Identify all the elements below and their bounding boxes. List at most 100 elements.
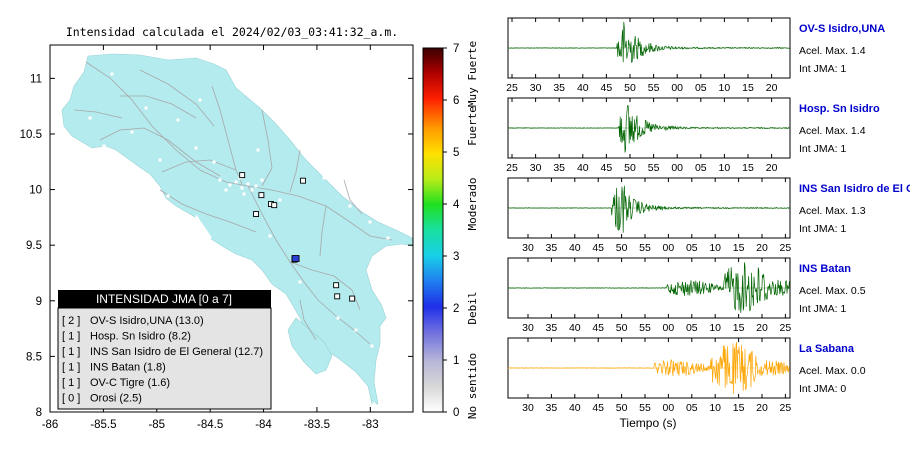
jma-intensity: Int JMA: 1	[799, 223, 846, 235]
station-name: INS San Isidro de El Ge	[799, 183, 910, 195]
time-tick-label: 55	[639, 242, 651, 254]
legend-level: [ 1 ]	[62, 377, 80, 389]
time-tick-label: 35	[553, 162, 565, 174]
road	[289, 149, 301, 193]
waveform-trace	[507, 21, 790, 64]
city-dot	[322, 176, 326, 180]
time-tick-label: 05	[695, 162, 707, 174]
legend-level: [ 2 ]	[62, 315, 80, 327]
station-name: Hosp. Sn Isidro	[799, 103, 880, 115]
time-axis-label: Tiempo (s)	[620, 416, 677, 430]
y-tick-label: 10.5	[20, 129, 42, 141]
intensity-legend: INTENSIDAD JMA [0 a 7] [ 2 ] OV-S Isidro,…	[57, 290, 272, 410]
time-tick-label: 15	[742, 162, 754, 174]
road	[99, 127, 221, 177]
time-tick-label: 20	[766, 82, 778, 94]
waveform-panel: 25 30 35 40 45 50 55 00 05 10 15 20 OV-S Isidro,UNA A…	[506, 17, 885, 94]
city-dot	[194, 146, 198, 150]
time-tick-label: 00	[663, 322, 675, 334]
time-tick-label: 45	[592, 242, 604, 254]
city-dot	[234, 180, 238, 184]
city-dot	[110, 72, 114, 76]
y-tick-label: 10	[29, 185, 42, 197]
nicoya-gulf	[194, 214, 212, 240]
y-tick-label: 9	[36, 296, 42, 308]
x-tick-label: -84	[255, 419, 272, 431]
map-axes: -86 -85.5 -85 -84.5 -84 -83.5 -83 11 10.5 10 9.5 9 8…	[20, 45, 413, 431]
time-tick-label: 50	[616, 242, 628, 254]
time-tick-label: 55	[648, 82, 660, 94]
colorbar-tick-label: 4	[453, 199, 460, 211]
station-name: OV-S Isidro,UNA	[799, 23, 885, 35]
colorbar-tick-label: 3	[453, 251, 459, 263]
road	[159, 189, 257, 233]
colorbar-category-label: No sentido	[466, 353, 479, 419]
time-tick-label: 00	[663, 402, 675, 414]
max-acceleration: Acel. Max. 0.5	[799, 285, 866, 297]
waveform-panel: 30 35 40 45 50 55 00 05 10 15 20 25 INS Batan Acel. M…	[507, 257, 866, 334]
city-dot	[256, 148, 260, 152]
waveform-panel: 30 35 40 45 50 55 00 05 10 15 20 25 La Sabana Acel. M…	[507, 337, 866, 414]
time-tick-label: 05	[686, 242, 698, 254]
y-tick-label: 8	[36, 407, 42, 419]
colorbar-tick-label: 7	[453, 43, 459, 55]
colorbar-category-label: Fuerte	[466, 106, 479, 146]
y-tick-label: 11	[30, 73, 42, 85]
colorbar-tick-label: 2	[453, 303, 459, 315]
waveform-panel: 25 30 35 40 45 50 55 00 05 10 15 20 Hosp. Sn Isidro A…	[506, 97, 880, 174]
legend-station-text: Orosi (2.5)	[90, 393, 142, 405]
time-tick-label: 00	[671, 82, 683, 94]
station-markers	[239, 172, 356, 302]
city-dot	[336, 316, 340, 320]
city-dot	[228, 183, 232, 187]
time-tick-label: 15	[733, 322, 745, 334]
colorbar-category-label: Moderado	[466, 178, 479, 231]
land-mass	[61, 53, 413, 405]
time-tick-label: 25	[780, 242, 792, 254]
legend-station-text: OV-C Tigre (1.6)	[90, 377, 170, 389]
city-dot	[268, 234, 272, 238]
waveform-panels: 25 30 35 40 45 50 55 00 05 10 15 20 OV-S Isidro,UNA A…	[506, 17, 910, 414]
station-marker	[271, 202, 278, 209]
legend-items: [ 2 ] OV-S Isidro,UNA (13.0) [ 1 ] Hosp. Sn…	[62, 315, 263, 405]
station-marker	[334, 293, 341, 300]
time-tick-label: 50	[616, 402, 628, 414]
time-tick-label: 30	[522, 242, 534, 254]
city-dot	[218, 178, 222, 182]
time-tick-label: 05	[686, 322, 698, 334]
time-tick-label: 45	[592, 322, 604, 334]
city-dot	[130, 130, 134, 134]
road	[139, 69, 215, 127]
time-tick-label: 30	[522, 402, 534, 414]
waveform-trace	[507, 104, 790, 153]
waveform-panel: 30 35 40 45 50 55 00 05 10 15 20 25 INS San Isidro d…	[507, 177, 910, 254]
time-tick-label: 15	[742, 82, 754, 94]
legend-level: [ 1 ]	[62, 346, 80, 358]
jma-intensity: Int JMA: 1	[799, 143, 846, 155]
city-dot	[144, 106, 148, 110]
city-dot	[254, 184, 258, 188]
road	[161, 159, 237, 173]
waveform-trace	[507, 262, 790, 313]
road	[299, 299, 317, 341]
time-tick-label: 05	[695, 82, 707, 94]
x-tick-label: -83	[362, 419, 379, 431]
time-tick-label: 15	[733, 242, 745, 254]
time-tick-label: 20	[756, 242, 768, 254]
x-tick-label: -86	[42, 419, 59, 431]
legend-level: [ 1 ]	[62, 331, 80, 343]
city-dot	[224, 188, 228, 192]
time-tick-label: 45	[601, 82, 613, 94]
waveform-trace	[507, 185, 790, 233]
osa-peninsula	[287, 317, 333, 375]
colorbar-category-label: Muy Fuerte	[466, 41, 479, 107]
road	[120, 95, 197, 119]
city-dot	[368, 220, 372, 224]
station-name: INS Batan	[799, 263, 851, 275]
x-tick-label: -85	[148, 419, 165, 431]
y-tick-label: 9.5	[26, 240, 42, 252]
time-tick-label: 50	[616, 322, 628, 334]
y-tick-label: 8.5	[26, 351, 42, 363]
city-dot	[242, 192, 246, 196]
